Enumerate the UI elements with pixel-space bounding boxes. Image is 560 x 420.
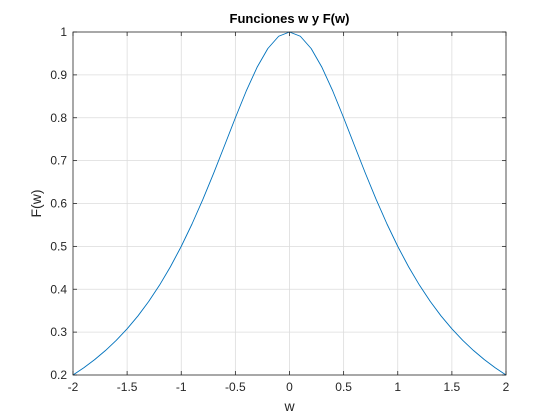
y-axis-label: F(w) (28, 190, 44, 218)
y-tick-labels: 0.2 0.3 0.4 0.5 0.6 0.7 0.8 0.9 1 (50, 25, 67, 382)
x-tick-label: 1 (394, 380, 401, 394)
y-tick-label: 0.9 (50, 68, 67, 82)
y-tick-label: 0.3 (50, 325, 67, 339)
y-tick-label: 0.5 (50, 239, 67, 253)
x-tick-label: -1.5 (117, 380, 138, 394)
x-tick-label: 0.5 (335, 380, 352, 394)
x-tick-label: -0.5 (225, 380, 246, 394)
x-tick-label: 2 (503, 380, 510, 394)
y-tick-label: 0.2 (50, 368, 67, 382)
y-tick-label: 0.7 (50, 154, 67, 168)
x-tick-labels: -2 -1.5 -1 -0.5 0 0.5 1 1.5 2 (68, 380, 510, 394)
x-tick-label: -2 (68, 380, 79, 394)
y-tick-label: 0.8 (50, 111, 67, 125)
x-tick-label: 1.5 (444, 380, 461, 394)
grid (73, 32, 506, 375)
x-axis-label: w (283, 398, 295, 414)
x-tick-label: -1 (176, 380, 187, 394)
chart-title: Funciones w y F(w) (230, 11, 350, 26)
y-tick-label: 1 (60, 25, 67, 39)
x-tick-label: 0 (286, 380, 293, 394)
y-tick-label: 0.4 (50, 282, 67, 296)
y-tick-label: 0.6 (50, 197, 67, 211)
ticks (72, 31, 507, 376)
